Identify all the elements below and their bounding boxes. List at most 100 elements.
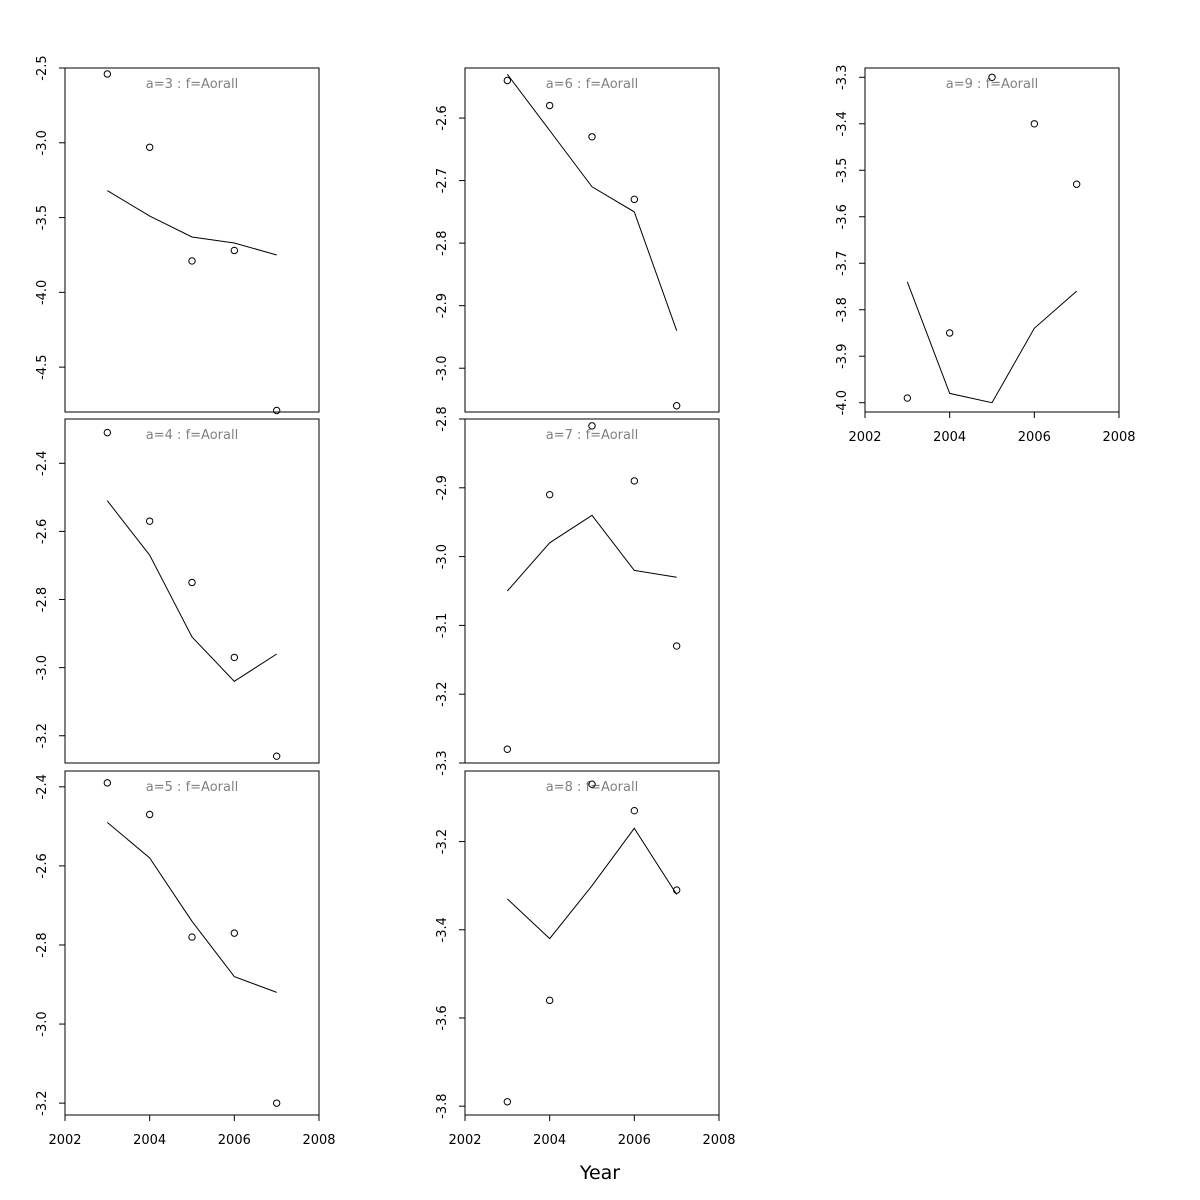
data-point <box>503 76 512 85</box>
panel-3: a=5 : f=Aorall -2.4 -2.6 -2.8 -3.0 -3.2 2002 20… <box>35 770 336 1148</box>
panel-title: a=6 : f=Aorall <box>546 77 638 92</box>
y-tick-label: -2.8 <box>435 230 450 255</box>
fit-line <box>906 281 1078 404</box>
data-point <box>503 745 512 753</box>
data-point <box>588 133 596 141</box>
x-axis-label: Year <box>579 1162 620 1184</box>
x-tick-label: 2002 <box>848 430 881 445</box>
data-point <box>1030 120 1039 128</box>
panel-5: a=7 : f=Aorall -2.8 -2.9 -3.0 -3.1 -3.2 -3.3 <box>435 406 720 776</box>
fit-line <box>106 822 277 993</box>
data-point <box>672 642 681 650</box>
panel-1: a=3 : f=Aorall -2.5 -3.0 -3.5 -4.0 -4.5 <box>35 55 320 415</box>
data-point <box>272 406 281 415</box>
data-point <box>230 929 239 937</box>
data-point <box>145 810 154 819</box>
y-tick-label: -2.8 <box>35 932 50 957</box>
y-tick-label: -3.2 <box>435 682 450 707</box>
panels: a=3 : f=Aorall -2.5 -3.0 -3.5 -4.0 -4.5 a=4 : … <box>35 55 1136 1148</box>
x-tick-label: 2004 <box>933 430 966 445</box>
panel-7: a=9 : f=Aorall -3.3 -3.4 -3.5 -3.6 -3.7 -3.8 -3… <box>835 65 1136 445</box>
y-tick-label: -3.7 <box>835 251 850 276</box>
panel-frame <box>64 418 320 764</box>
y-tick-label: -3.3 <box>835 65 850 90</box>
y-tick-label: -2.8 <box>35 587 50 612</box>
y-tick-label: -2.6 <box>35 853 50 878</box>
x-tick-label: 2008 <box>702 1133 735 1148</box>
y-tick-label: -3.0 <box>35 1011 50 1036</box>
y-tick-label: -2.9 <box>435 293 450 318</box>
x-tick-label: 2006 <box>1018 430 1051 445</box>
y-tick-label: -3.5 <box>35 205 50 230</box>
data-point <box>103 428 112 437</box>
panel-frame <box>64 67 320 413</box>
data-point <box>230 653 239 662</box>
y-tick-label: -2.4 <box>35 451 50 476</box>
y-tick-label: -2.9 <box>435 475 450 500</box>
y-tick-label: -2.6 <box>35 519 50 544</box>
data-point <box>188 578 196 587</box>
x-tick-label: 2004 <box>133 1133 166 1148</box>
panel-title: a=4 : f=Aorall <box>146 428 238 443</box>
y-tick-label: -3.2 <box>35 723 50 748</box>
y-tick-label: -2.6 <box>435 105 450 130</box>
data-point <box>545 996 554 1005</box>
y-tick-label: -3.3 <box>435 750 450 775</box>
data-point <box>672 402 681 410</box>
x-tick-label: 2002 <box>448 1133 481 1148</box>
x-tick-label: 2006 <box>218 1133 251 1148</box>
panel-2: a=4 : f=Aorall -2.4 -2.6 -2.8 -3.0 -3.2 <box>35 418 320 764</box>
data-point <box>630 477 639 485</box>
data-point <box>103 70 112 78</box>
y-tick-label: -3.2 <box>435 829 450 854</box>
x-tick-label: 2004 <box>533 1133 566 1148</box>
fit-line <box>506 514 677 592</box>
y-tick-label: -2.8 <box>435 406 450 431</box>
x-tick-label: 2002 <box>48 1133 81 1148</box>
data-point <box>230 246 239 255</box>
data-point <box>103 779 112 787</box>
panel-title: a=9 : f=Aorall <box>946 77 1038 92</box>
panel-title: a=5 : f=Aorall <box>146 780 238 795</box>
y-tick-label: -3.6 <box>435 1005 450 1030</box>
fit-line <box>506 73 678 331</box>
y-tick-label: -3.6 <box>835 204 850 229</box>
fit-line <box>106 500 277 682</box>
y-tick-label: -3.8 <box>435 1093 450 1118</box>
panel-title: a=3 : f=Aorall <box>146 77 238 92</box>
y-tick-label: -3.2 <box>35 1090 50 1115</box>
y-tick-label: -2.4 <box>35 774 50 799</box>
data-point <box>630 806 639 815</box>
y-tick-label: -4.5 <box>35 354 50 379</box>
x-tick-label: 2008 <box>1102 430 1135 445</box>
y-tick-label: -3.5 <box>835 158 850 183</box>
data-point <box>588 422 596 430</box>
panel-frame <box>64 770 320 1116</box>
data-point <box>545 101 554 110</box>
y-tick-label: -3.0 <box>35 130 50 155</box>
y-tick-label: -3.4 <box>435 917 450 942</box>
x-tick-label: 2008 <box>302 1133 335 1148</box>
data-point <box>188 257 196 265</box>
y-tick-label: -2.5 <box>35 55 50 80</box>
fit-line <box>107 190 277 256</box>
y-tick-label: -3.9 <box>835 344 850 369</box>
data-point <box>145 517 154 525</box>
y-tick-label: -3.0 <box>35 655 50 680</box>
data-point <box>503 1098 512 1106</box>
data-point <box>588 780 596 788</box>
y-tick-label: -3.0 <box>435 356 450 381</box>
data-point <box>145 143 154 151</box>
panel-frame <box>464 67 720 413</box>
data-point <box>272 1099 281 1107</box>
panel-frame <box>464 418 720 764</box>
fit-line <box>506 827 678 940</box>
data-point <box>188 933 196 941</box>
data-point <box>988 73 996 81</box>
data-point <box>945 329 954 337</box>
data-point <box>1072 180 1081 188</box>
y-tick-label: -4.0 <box>835 390 850 415</box>
y-tick-label: -2.7 <box>435 168 450 193</box>
y-tick-label: -3.0 <box>435 544 450 569</box>
